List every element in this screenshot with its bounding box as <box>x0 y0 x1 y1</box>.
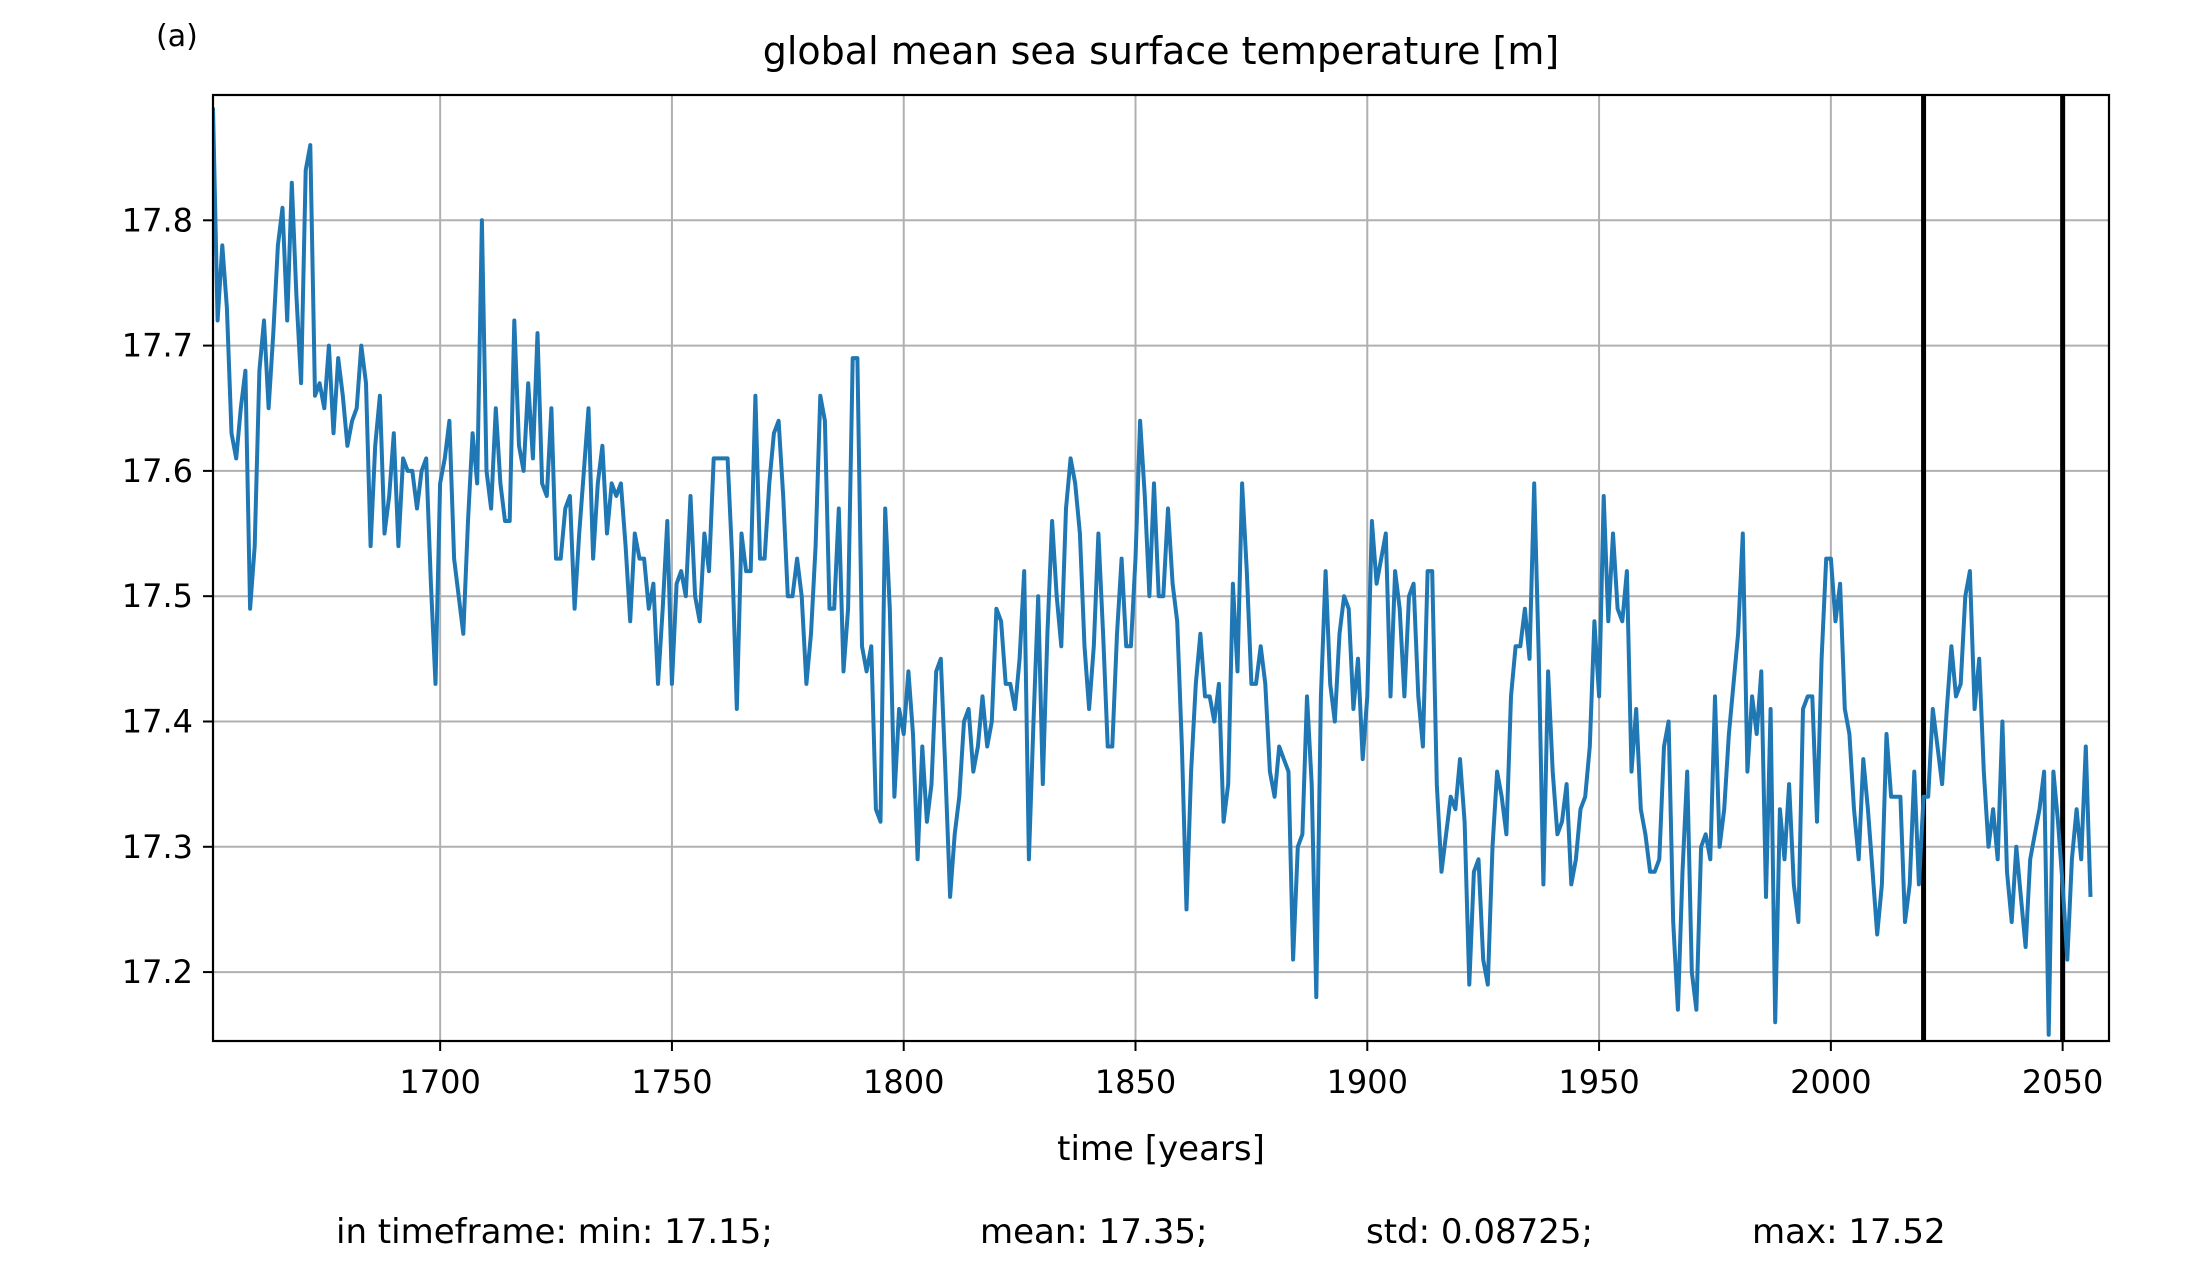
x-tick-label: 1700 <box>399 1063 480 1101</box>
plot-frame <box>211 93 2111 1043</box>
plot-area <box>213 107 2093 1037</box>
x-tick-label: 1900 <box>1327 1063 1408 1101</box>
x-tick-label: 1850 <box>1095 1063 1176 1101</box>
x-tick-label: 1750 <box>631 1063 712 1101</box>
stat-std: std: 0.08725; <box>1366 1212 1593 1252</box>
series-line <box>213 107 2093 1037</box>
stat-mean: mean: 17.35; <box>980 1212 1207 1252</box>
y-tick-label: 17.8 <box>122 201 193 239</box>
y-tick-label: 17.5 <box>122 577 193 615</box>
chart-title: global mean sea surface temperature [m] <box>763 29 1559 73</box>
y-tick-label: 17.3 <box>122 828 193 866</box>
x-tick-label: 2050 <box>2022 1063 2103 1101</box>
stat-min: in timeframe: min: 17.15; <box>336 1212 773 1252</box>
x-axis-label: time [years] <box>1057 1129 1265 1169</box>
panel-label: (a) <box>156 19 198 54</box>
vertical-markers <box>1921 95 2066 1041</box>
x-tick-label: 2000 <box>1790 1063 1871 1101</box>
y-axis: 17.2 17.3 17.4 17.5 17.6 17.7 17.8 <box>122 201 213 991</box>
y-tick-label: 17.7 <box>122 327 193 365</box>
x-tick-label: 1800 <box>863 1063 944 1101</box>
x-tick-label: 1950 <box>1558 1063 1639 1101</box>
stat-max: max: 17.52 <box>1752 1212 1946 1252</box>
y-tick-label: 17.6 <box>122 452 193 490</box>
x-axis: 1700 1750 1800 1850 1900 1950 2000 2050 <box>399 1041 2103 1101</box>
y-tick-label: 17.4 <box>122 702 193 740</box>
y-tick-label: 17.2 <box>122 953 193 991</box>
